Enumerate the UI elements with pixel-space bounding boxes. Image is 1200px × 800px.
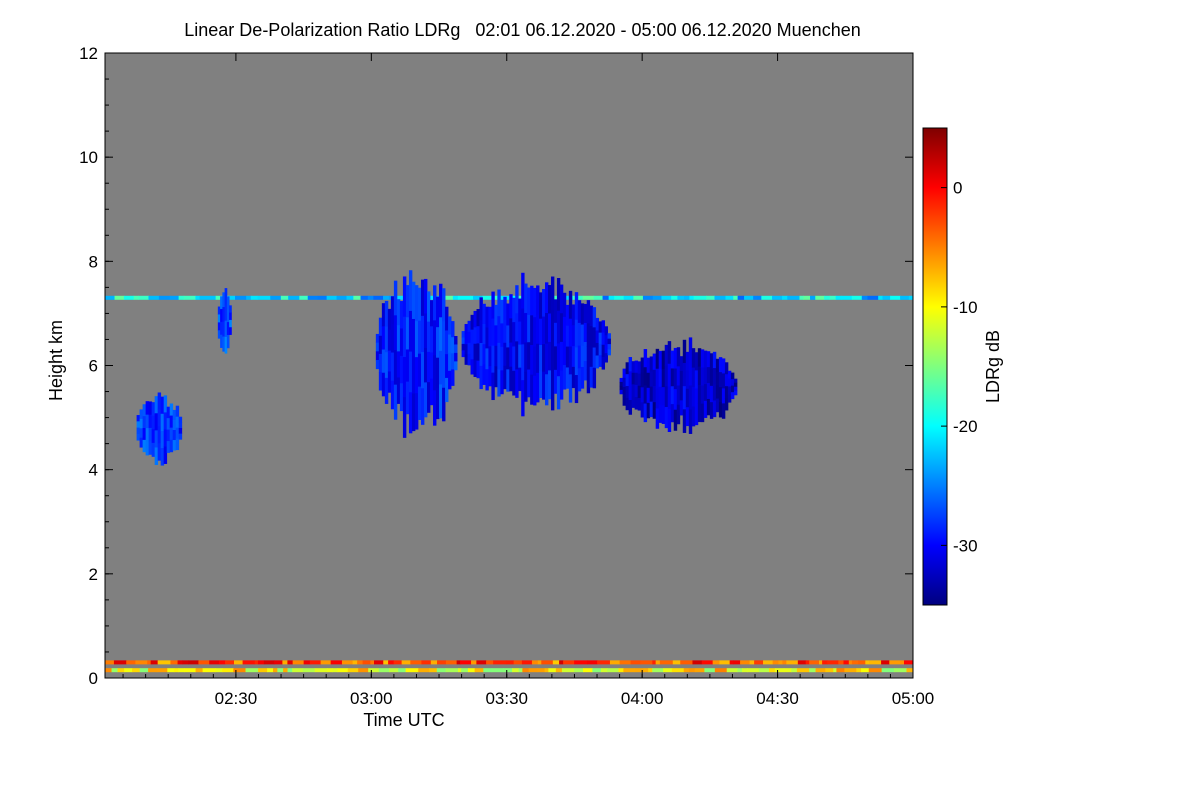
x-tick-label: 05:00 bbox=[892, 689, 935, 708]
x-tick-label: 03:00 bbox=[350, 689, 393, 708]
layer-band bbox=[105, 668, 913, 673]
colorbar bbox=[922, 127, 948, 606]
y-tick-label: 10 bbox=[79, 148, 98, 167]
y-tick-label: 0 bbox=[89, 669, 98, 688]
chart-title: Linear De-Polarization Ratio LDRg 02:01 … bbox=[184, 20, 861, 40]
colorbar-tick-label: -20 bbox=[953, 417, 978, 436]
x-tick-label: 03:30 bbox=[485, 689, 528, 708]
y-tick-label: 8 bbox=[89, 252, 98, 271]
colorbar-tick-label: 0 bbox=[953, 179, 962, 198]
y-axis-label: Height km bbox=[46, 320, 66, 401]
x-tick-label: 04:00 bbox=[621, 689, 664, 708]
layer-band bbox=[105, 660, 913, 665]
x-tick-label: 04:30 bbox=[756, 689, 799, 708]
y-tick-label: 2 bbox=[89, 565, 98, 584]
cloud-echo bbox=[217, 288, 232, 354]
y-tick-label: 6 bbox=[89, 357, 98, 376]
cloud-echo bbox=[461, 272, 611, 417]
x-axis-label: Time UTC bbox=[363, 710, 444, 730]
cloud-echo bbox=[136, 392, 183, 466]
cloud-echo bbox=[619, 337, 738, 434]
colorbar-tick-label: -10 bbox=[953, 298, 978, 317]
x-tick-label: 02:30 bbox=[215, 689, 258, 708]
y-tick-label: 12 bbox=[79, 44, 98, 63]
colorbar-label: LDRg dB bbox=[983, 330, 1003, 403]
cloud-echo bbox=[375, 270, 458, 438]
y-tick-label: 4 bbox=[89, 461, 98, 480]
colorbar-tick-label: -30 bbox=[953, 536, 978, 555]
